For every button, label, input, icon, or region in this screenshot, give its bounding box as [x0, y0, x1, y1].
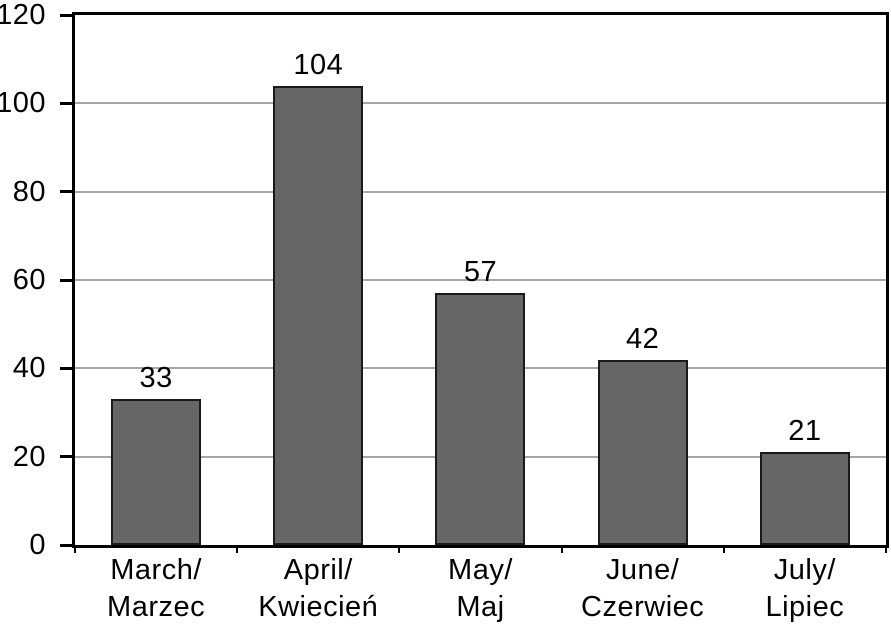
category-label-line: Kwiecień: [258, 591, 379, 623]
y-tick-mark: [60, 101, 72, 105]
y-tick-label: 20: [12, 440, 46, 473]
gridline: [75, 279, 886, 281]
x-tick-mark: [398, 548, 401, 553]
category-label-line: April/: [283, 554, 353, 586]
category-label-line: May/: [448, 554, 513, 586]
bar-value-label: 33: [139, 362, 173, 395]
category-label-line: Czerwiec: [581, 591, 705, 623]
y-tick-mark: [60, 13, 72, 17]
y-axis-tick-labels: 0 20 40 60 80 100 120: [0, 0, 46, 560]
bar: [273, 85, 364, 545]
bar-group: 57: [399, 15, 561, 545]
x-tick-mark: [236, 548, 239, 553]
x-tick-mark: [560, 548, 563, 553]
x-tick-mark: [885, 548, 887, 553]
bar-group: 21: [724, 15, 886, 545]
y-tick-mark: [60, 278, 72, 282]
bar-group: 33: [75, 15, 237, 545]
y-tick-label: 40: [12, 352, 46, 385]
category-label-line: Lipiec: [765, 591, 845, 623]
bar-group: 104: [237, 15, 399, 545]
bar-value-label: 42: [626, 322, 660, 355]
category-label: July/Lipiec: [724, 552, 886, 626]
y-tick-label: 60: [12, 264, 46, 296]
bar-value-label: 57: [463, 256, 498, 289]
category-label: May/Maj: [399, 552, 561, 626]
bar-value-label: 21: [788, 415, 822, 448]
bar: [597, 359, 688, 545]
bar: [111, 399, 202, 545]
x-axis-category-labels: March/Marzec April/Kwiecień May/Maj June/Cz…: [75, 552, 886, 626]
y-tick-mark: [60, 190, 72, 194]
gridline: [75, 102, 886, 105]
gridline: [75, 190, 886, 193]
y-tick-mark: [60, 543, 72, 547]
category-label-line: June/: [605, 554, 680, 586]
category-label-line: Maj: [456, 591, 505, 623]
plot-area: 33 104 57 42 21: [60, 12, 889, 553]
y-tick-mark: [60, 455, 72, 459]
y-tick-label: 100: [0, 87, 46, 120]
y-tick-label: 0: [29, 529, 46, 561]
category-label-line: March/: [110, 554, 202, 586]
x-tick-mark: [74, 548, 76, 553]
bar-value-label: 104: [293, 48, 344, 81]
category-label-line: July/: [773, 554, 836, 586]
y-tick-mark: [60, 366, 72, 370]
category-label: June/Czerwiec: [562, 552, 724, 626]
bar: [435, 293, 526, 545]
category-label: March/Marzec: [75, 552, 237, 626]
category-label: April/Kwiecień: [237, 552, 399, 626]
category-label-line: Marzec: [107, 591, 206, 623]
bar: [759, 452, 850, 545]
y-tick-label: 120: [0, 0, 46, 31]
y-tick-label: 80: [12, 175, 46, 208]
bar-group: 42: [562, 15, 724, 545]
x-tick-mark: [722, 548, 725, 553]
